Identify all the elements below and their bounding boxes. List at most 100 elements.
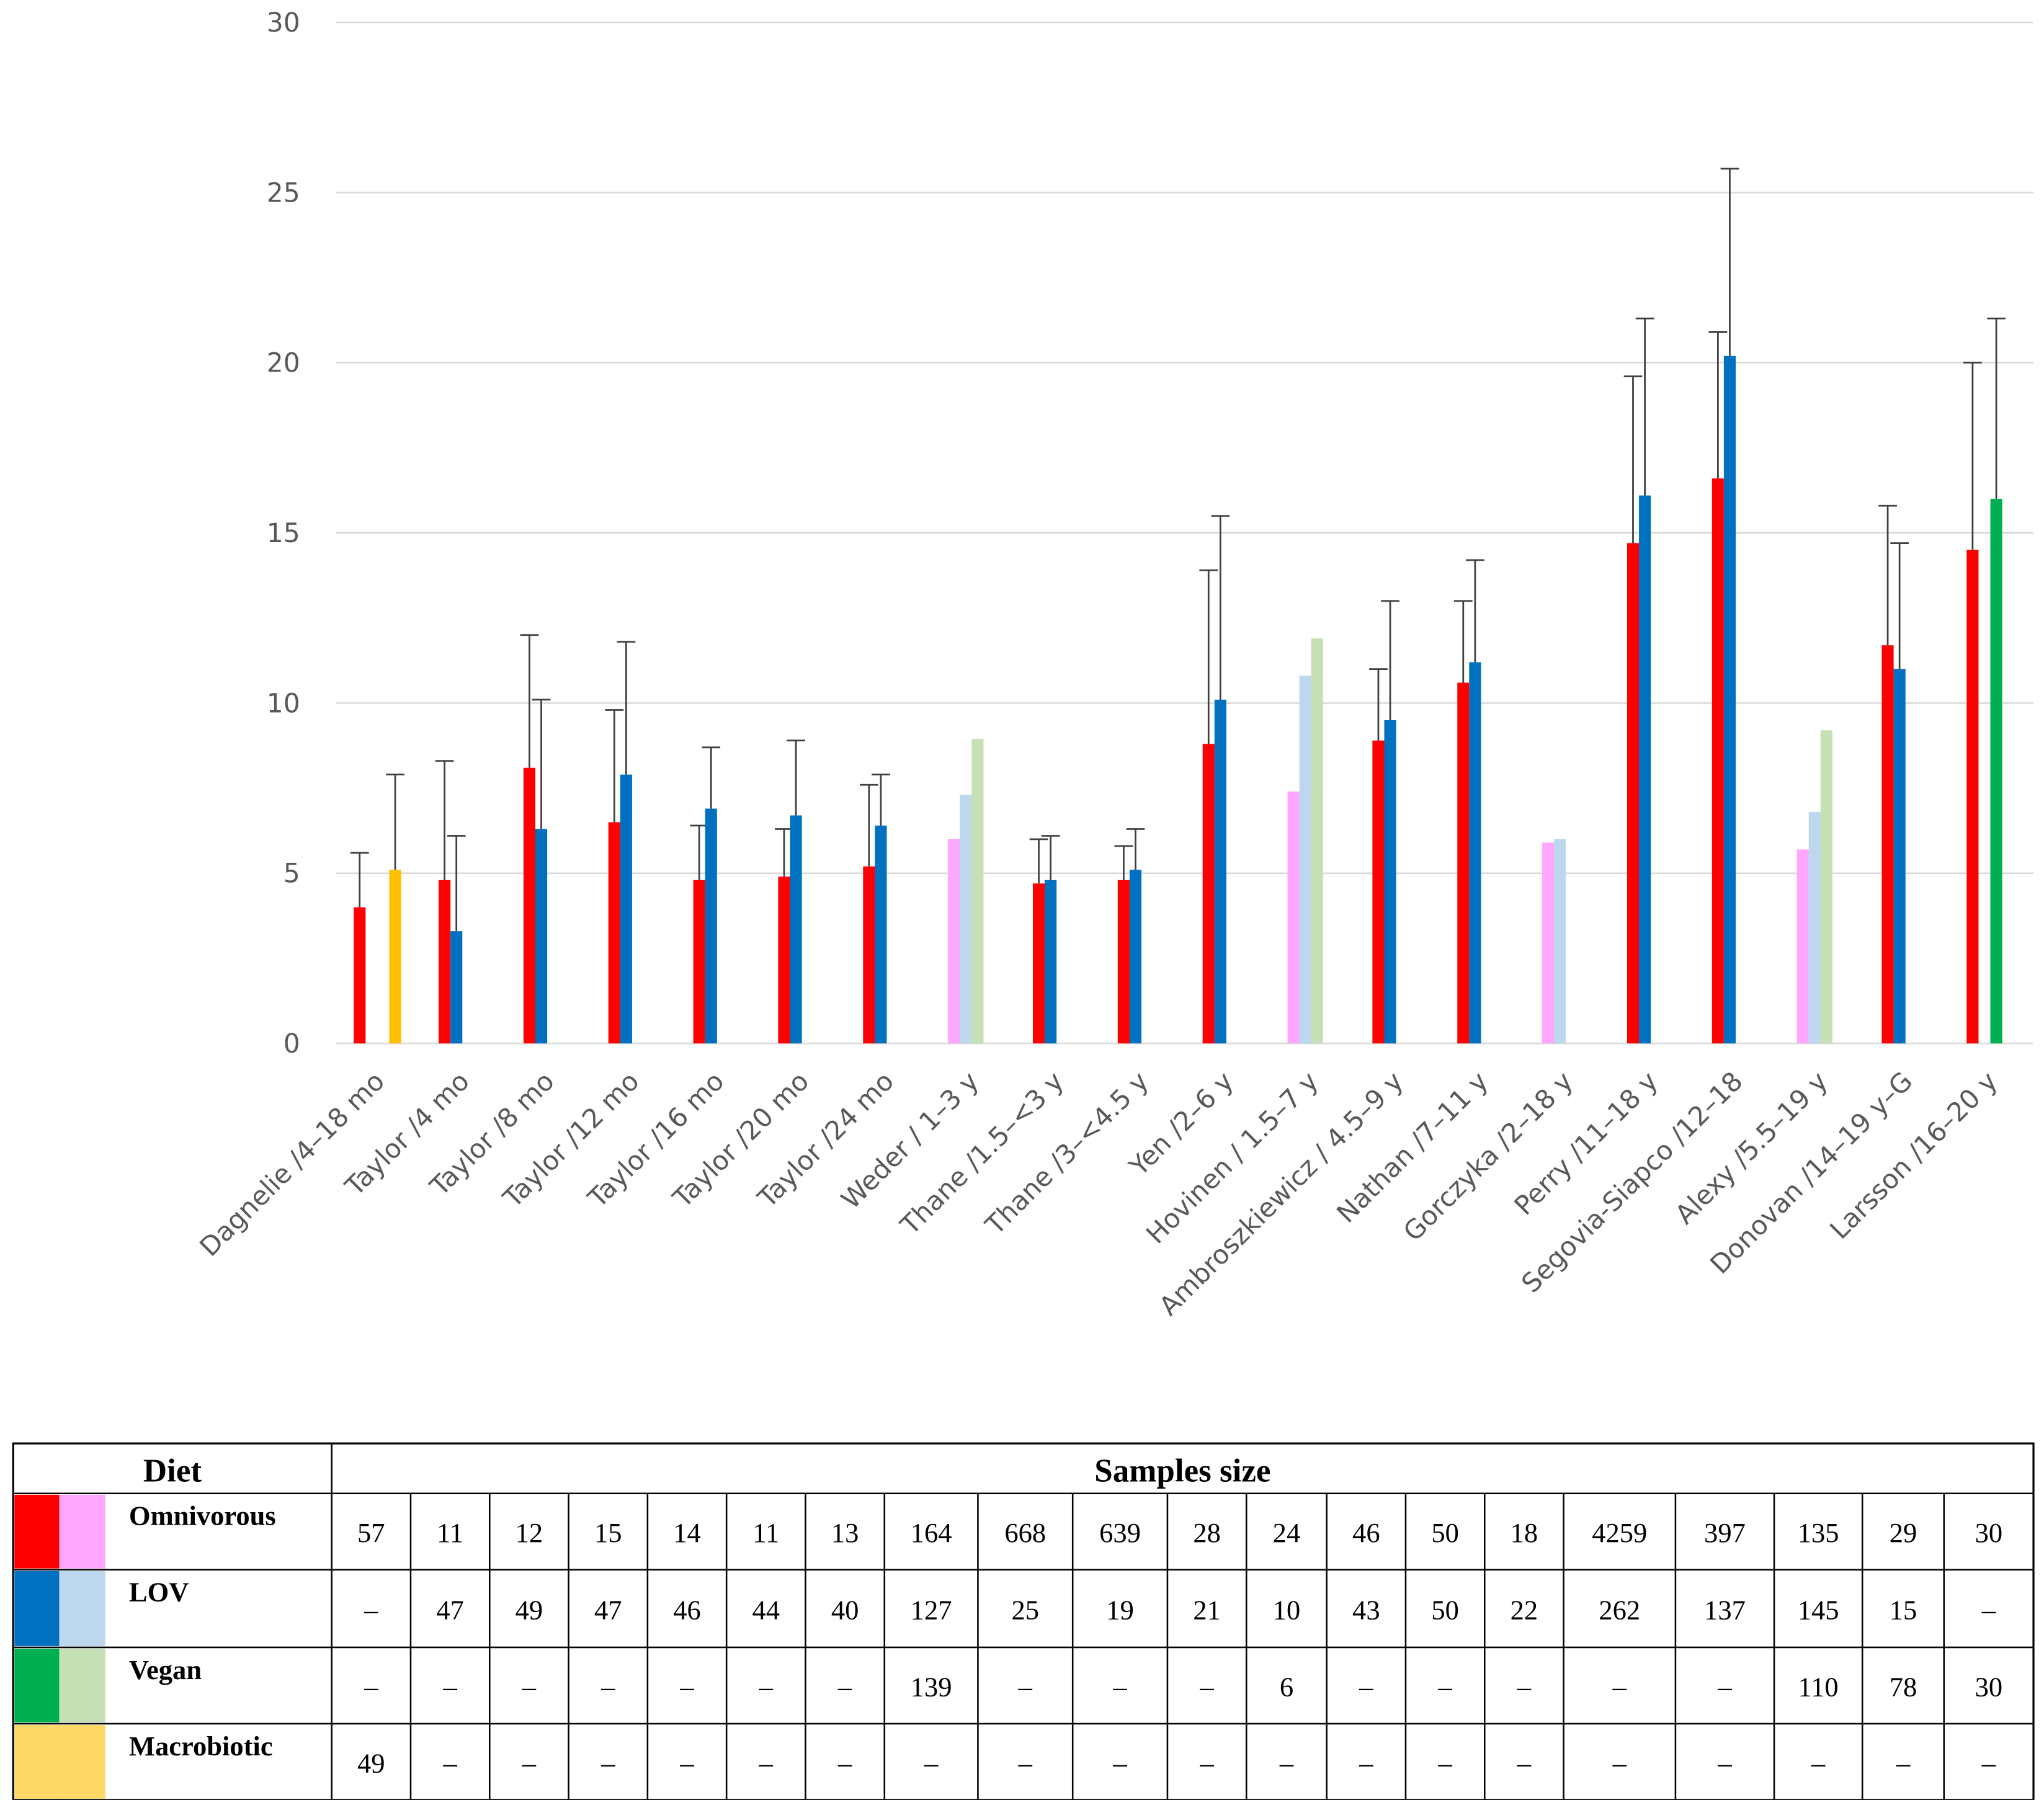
y-tick-label: 10 bbox=[267, 688, 300, 719]
bar bbox=[1384, 720, 1396, 1044]
table-cell: – bbox=[837, 1747, 852, 1778]
bar bbox=[1033, 883, 1045, 1044]
bar bbox=[1881, 645, 1894, 1044]
table-cell: 44 bbox=[752, 1594, 780, 1625]
bar bbox=[389, 870, 401, 1044]
table-cell: 262 bbox=[1599, 1594, 1640, 1625]
legend-swatch bbox=[14, 1649, 60, 1722]
table-cell: 78 bbox=[1890, 1671, 1917, 1702]
table-cell: 47 bbox=[436, 1594, 464, 1625]
table-cell: – bbox=[1112, 1747, 1127, 1778]
table-cell: 49 bbox=[515, 1594, 543, 1625]
bar bbox=[1372, 740, 1385, 1044]
y-tick-label: 5 bbox=[283, 859, 300, 889]
table-cell: – bbox=[1896, 1747, 1911, 1778]
table-cell: – bbox=[1717, 1671, 1732, 1702]
legend-label: Vegan bbox=[129, 1654, 202, 1685]
table-cell: 43 bbox=[1352, 1594, 1380, 1625]
table-cell: – bbox=[364, 1594, 378, 1625]
x-tick-label: Larsson /16–20 y bbox=[1824, 1066, 2004, 1245]
table-cell: 29 bbox=[1890, 1517, 1917, 1548]
table-cell: – bbox=[759, 1747, 774, 1778]
bar bbox=[1966, 550, 1979, 1044]
bar bbox=[1820, 730, 1832, 1044]
table-cell: 22 bbox=[1511, 1594, 1538, 1625]
table-header: Diet bbox=[143, 1453, 202, 1489]
bar bbox=[1796, 849, 1809, 1044]
bar bbox=[1117, 880, 1130, 1044]
bar bbox=[620, 774, 632, 1044]
table-cell: 50 bbox=[1431, 1517, 1459, 1548]
bar bbox=[1311, 638, 1323, 1044]
bar bbox=[1554, 839, 1566, 1044]
table-cell: 13 bbox=[831, 1517, 859, 1548]
bar bbox=[693, 880, 705, 1044]
legend-swatch bbox=[59, 1649, 105, 1722]
table-cell: 57 bbox=[357, 1517, 385, 1548]
table-cell: – bbox=[1018, 1671, 1033, 1702]
table-cell: – bbox=[600, 1671, 615, 1702]
legend-swatch bbox=[14, 1725, 60, 1799]
error-bar bbox=[605, 709, 624, 822]
error-bar bbox=[1114, 845, 1133, 880]
table-cell: 4259 bbox=[1592, 1517, 1647, 1548]
table-cell: 11 bbox=[752, 1517, 779, 1548]
table-cell: – bbox=[1981, 1747, 1996, 1778]
error-bar bbox=[1466, 559, 1484, 662]
error-bar bbox=[1369, 668, 1388, 741]
error-bar bbox=[860, 783, 878, 867]
error-bar bbox=[1381, 600, 1399, 720]
error-bar bbox=[617, 641, 636, 775]
table-cell: – bbox=[1112, 1671, 1127, 1702]
error-bar bbox=[1635, 318, 1654, 496]
table-cell: – bbox=[442, 1671, 457, 1702]
table-cell: – bbox=[1612, 1747, 1627, 1778]
table-cell: 30 bbox=[1975, 1671, 2003, 1702]
error-bar bbox=[1453, 600, 1473, 683]
bar bbox=[1808, 812, 1821, 1044]
table-cell: 14 bbox=[673, 1517, 701, 1548]
table-cell: – bbox=[1612, 1671, 1627, 1702]
table-cell: 25 bbox=[1012, 1594, 1040, 1625]
bar bbox=[1542, 842, 1555, 1044]
table-cell: – bbox=[924, 1747, 939, 1778]
error-bar bbox=[520, 634, 539, 768]
table-cell: 46 bbox=[1352, 1517, 1380, 1548]
table-cell: – bbox=[1717, 1747, 1732, 1778]
x-tick-label: Nathan /7–11 y bbox=[1331, 1066, 1494, 1229]
error-bar bbox=[1041, 835, 1060, 880]
table-cell: – bbox=[364, 1671, 378, 1702]
table-cell: – bbox=[1437, 1747, 1452, 1778]
bar bbox=[875, 826, 887, 1044]
error-bar bbox=[1029, 838, 1048, 884]
bar bbox=[1893, 669, 1906, 1044]
table-cell: – bbox=[1279, 1747, 1294, 1778]
legend-label: LOV bbox=[129, 1577, 189, 1608]
table-cell: – bbox=[1811, 1747, 1826, 1778]
table-cell: – bbox=[759, 1671, 774, 1702]
error-bar bbox=[1126, 828, 1145, 870]
table-cell: 135 bbox=[1798, 1517, 1839, 1548]
table-cell: 639 bbox=[1099, 1517, 1141, 1548]
table-cell: – bbox=[1517, 1747, 1532, 1778]
error-bar bbox=[532, 698, 551, 829]
table-cell: 6 bbox=[1280, 1671, 1293, 1702]
table-cell: – bbox=[1199, 1671, 1214, 1702]
table-cell: – bbox=[600, 1747, 615, 1778]
bar bbox=[1712, 478, 1724, 1044]
table-cell: 24 bbox=[1273, 1517, 1301, 1548]
y-tick-label: 30 bbox=[267, 8, 300, 38]
table-cell: – bbox=[1018, 1747, 1033, 1778]
table-cell: 127 bbox=[911, 1594, 952, 1625]
y-tick-label: 15 bbox=[267, 519, 300, 549]
y-tick-label: 0 bbox=[283, 1029, 300, 1059]
table-cell: – bbox=[837, 1671, 852, 1702]
legend-label: Omnivorous bbox=[129, 1500, 276, 1531]
table-cell: 19 bbox=[1106, 1594, 1134, 1625]
bar bbox=[705, 808, 717, 1044]
bar bbox=[1723, 355, 1736, 1044]
bar bbox=[450, 931, 463, 1044]
bar bbox=[790, 815, 802, 1044]
table-cell: 668 bbox=[1004, 1517, 1046, 1548]
